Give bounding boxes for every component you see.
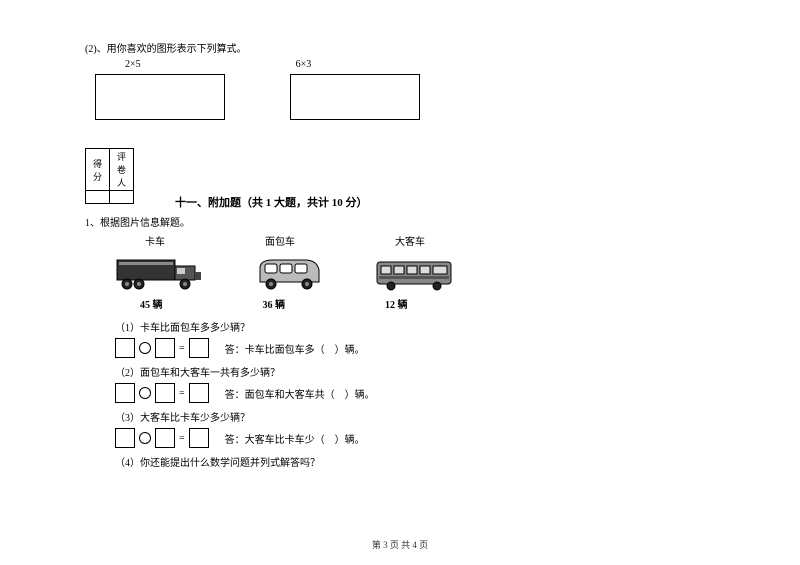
eq-box[interactable] [115,428,135,448]
vehicle-labels-row: 卡车 面包车 大客车 [145,233,715,248]
q2-instruction: (2)、用你喜欢的图形表示下列算式。 [85,40,715,55]
eq-box[interactable] [115,338,135,358]
eq-box[interactable] [189,428,209,448]
answer-box-1[interactable] [95,74,225,120]
truck-icon [115,252,205,292]
bus-icon [375,258,455,292]
score-label: 得分 [86,149,110,191]
subq4-text: （4）你还能提出什么数学问题并列式解答吗？ [115,454,715,469]
subq3-answer: 答：大客车比卡车少（ ）辆。 [225,431,365,446]
bus-count: 12 辆 [385,296,408,311]
eq-box[interactable] [189,338,209,358]
subq2-text: （2）面包车和大客车一共有多少辆？ [115,364,715,379]
expr1: 2×5 [125,59,141,70]
subq2-answer: 答：面包车和大客车共（ ）辆。 [225,386,375,401]
eq-box[interactable] [155,428,175,448]
expr2: 6×3 [296,59,312,70]
eq-box[interactable] [155,338,175,358]
eq-operator[interactable] [139,387,151,399]
vehicle-images-row [115,252,715,292]
answer-boxes-row [95,74,715,120]
answer-box-2[interactable] [290,74,420,120]
eq-box[interactable] [189,383,209,403]
van-icon [255,254,325,292]
eq-box[interactable] [155,383,175,403]
subq1-text: （1）卡车比面包车多多少辆？ [115,319,715,334]
section-11-title: 十一、附加题（共 1 大题，共计 10 分） [175,197,368,209]
van-count: 36 辆 [263,296,286,311]
equals-sign: = [179,433,185,444]
equals-sign: = [179,388,185,399]
vehicle-counts-row: 45 辆 36 辆 12 辆 [140,296,715,311]
subq3-text: （3）大客车比卡车少多少辆？ [115,409,715,424]
q1-text: 1、根据图片信息解题。 [85,214,715,229]
truck-count: 45 辆 [140,296,163,311]
eq-box[interactable] [115,383,135,403]
expression-row: 2×5 6×3 [125,59,715,70]
subq3-equation: = 答：大客车比卡车少（ ）辆。 [115,428,715,448]
subq1-answer: 答：卡车比面包车多（ ）辆。 [225,341,365,356]
subq1-equation: = 答：卡车比面包车多（ ）辆。 [115,338,715,358]
eq-operator[interactable] [139,342,151,354]
van-label: 面包车 [265,233,295,248]
grader-label: 评卷人 [110,149,134,191]
equals-sign: = [179,343,185,354]
bus-label: 大客车 [395,233,425,248]
truck-label: 卡车 [145,233,165,248]
page-footer: 第 3 页 共 4 页 [0,538,800,551]
eq-operator[interactable] [139,432,151,444]
subq2-equation: = 答：面包车和大客车共（ ）辆。 [115,383,715,403]
